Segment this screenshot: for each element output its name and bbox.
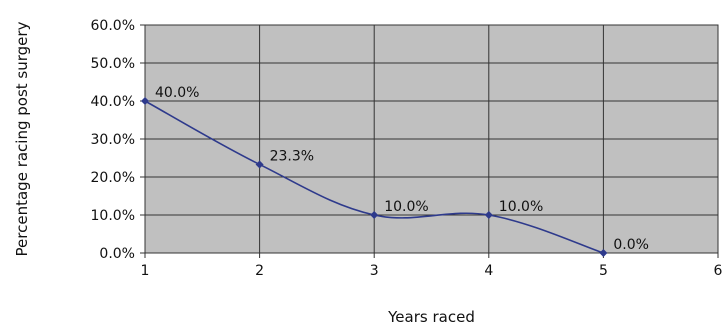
x-axis-title: Years raced: [387, 308, 475, 326]
x-tick-label: 5: [599, 263, 608, 279]
x-axis-ticks: 1 2 3 4 5 6: [141, 263, 723, 279]
data-label: 10.0%: [499, 199, 543, 215]
y-tick-label: 50.0%: [91, 56, 135, 72]
x-tick-label: 4: [484, 263, 493, 279]
x-tick-label: 2: [255, 263, 264, 279]
y-tick-label: 0.0%: [99, 246, 135, 262]
y-tick-label: 10.0%: [91, 208, 135, 224]
data-label: 10.0%: [384, 199, 428, 215]
data-label: 23.3%: [270, 148, 314, 164]
y-axis-title: Percentage racing post surgery: [13, 21, 31, 256]
grid-lines: [140, 24, 719, 258]
data-point: [599, 249, 608, 257]
x-tick-label: 6: [714, 263, 723, 279]
y-tick-label: 60.0%: [91, 18, 135, 34]
y-axis-ticks: 0.0% 10.0% 20.0% 30.0% 40.0% 50.0% 60.0%: [91, 18, 135, 262]
x-tick-label: 1: [141, 263, 150, 279]
data-point: [255, 160, 264, 169]
data-points: [141, 97, 608, 257]
data-point: [370, 211, 379, 219]
y-tick-label: 20.0%: [91, 170, 135, 186]
data-point: [141, 97, 149, 105]
data-labels: 40.0% 23.3% 10.0% 10.0% 0.0%: [155, 85, 649, 253]
y-tick-label: 40.0%: [91, 94, 135, 110]
y-tick-label: 30.0%: [91, 132, 135, 148]
data-point: [484, 211, 493, 219]
data-label: 0.0%: [613, 237, 649, 253]
data-label: 40.0%: [155, 85, 199, 101]
x-tick-label: 3: [370, 263, 379, 279]
